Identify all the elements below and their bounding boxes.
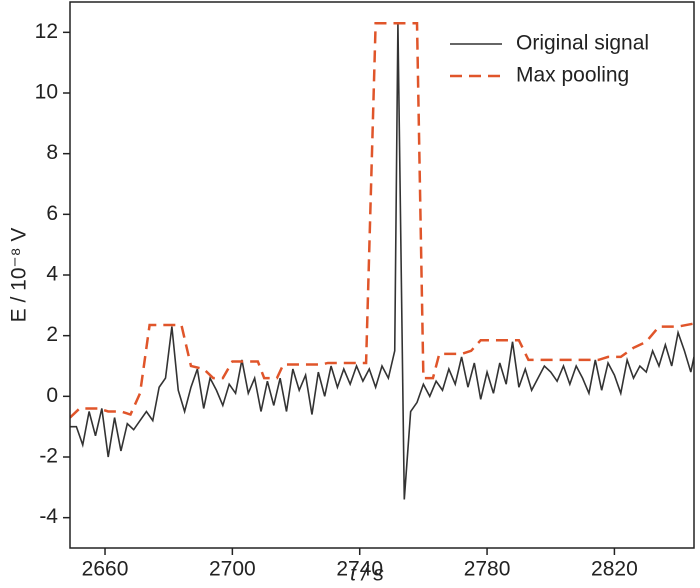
legend-label: Original signal <box>516 32 649 55</box>
x-tick-label: 2780 <box>464 558 511 581</box>
x-tick-label: 2660 <box>82 558 129 581</box>
y-tick-label: 6 <box>46 202 58 225</box>
y-tick-label: 0 <box>46 384 58 407</box>
y-tick-label: 4 <box>46 263 58 286</box>
y-tick-label: 8 <box>46 141 58 164</box>
y-tick-label: 2 <box>46 323 58 346</box>
x-tick-label: 2700 <box>209 558 256 581</box>
legend-label: Max pooling <box>516 64 629 87</box>
series-line <box>70 23 694 500</box>
y-tick-label: 10 <box>35 81 58 104</box>
y-tick-label: 12 <box>35 20 58 43</box>
x-tick-label: 2820 <box>591 558 638 581</box>
series-line <box>70 21 694 419</box>
plot-frame <box>69 1 695 549</box>
y-axis-label: E / 10⁻⁸ V <box>8 228 31 323</box>
x-tick-label: 2740 <box>336 558 383 581</box>
y-tick-label: -4 <box>39 505 58 528</box>
x-axis-label: t / s <box>350 563 384 586</box>
y-tick-label: -2 <box>39 445 58 468</box>
